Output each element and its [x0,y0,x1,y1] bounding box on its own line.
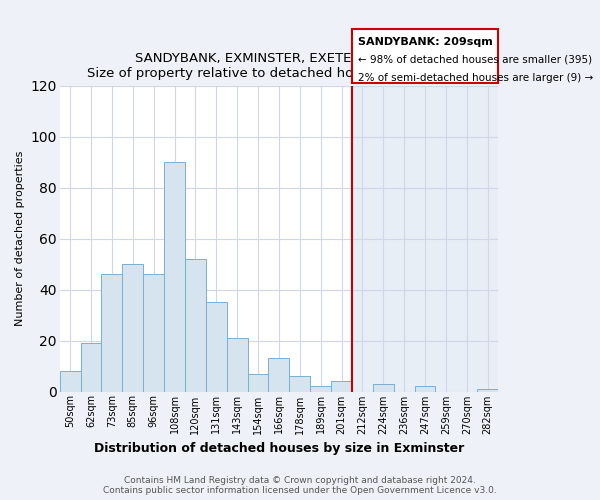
Text: Contains HM Land Registry data © Crown copyright and database right 2024.
Contai: Contains HM Land Registry data © Crown c… [103,476,497,495]
Bar [101,274,122,392]
X-axis label: Distribution of detached houses by size in Exminster: Distribution of detached houses by size … [94,442,464,455]
FancyBboxPatch shape [352,86,498,392]
Bar [415,386,436,392]
Bar [60,371,80,392]
Bar [185,259,206,392]
Bar [477,389,498,392]
FancyBboxPatch shape [352,30,498,83]
Bar [248,374,268,392]
Bar [268,358,289,392]
Bar [331,382,352,392]
Bar [122,264,143,392]
Text: 2% of semi-detached houses are larger (9) →: 2% of semi-detached houses are larger (9… [358,73,593,83]
Bar [373,384,394,392]
Y-axis label: Number of detached properties: Number of detached properties [15,151,25,326]
Text: ← 98% of detached houses are smaller (395): ← 98% of detached houses are smaller (39… [358,55,592,65]
Bar [206,302,227,392]
Bar [310,386,331,392]
Bar [80,343,101,392]
Text: SANDYBANK: 209sqm: SANDYBANK: 209sqm [358,37,493,47]
Bar [227,338,248,392]
Bar [164,162,185,392]
Title: SANDYBANK, EXMINSTER, EXETER, EX6 8AT
Size of property relative to detached hous: SANDYBANK, EXMINSTER, EXETER, EX6 8AT Si… [86,52,471,80]
Bar [289,376,310,392]
Bar [143,274,164,392]
Text: SANDYBANK: 209sqm: SANDYBANK: 209sqm [352,79,367,80]
